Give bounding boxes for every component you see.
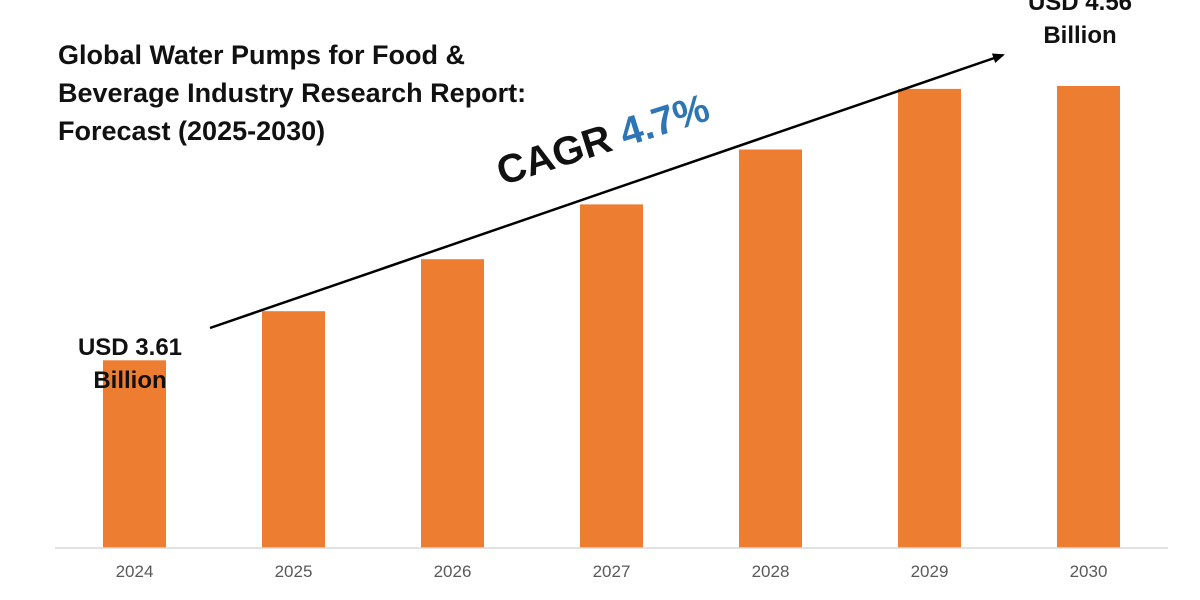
x-tick-label-2029: 2029 [911,562,949,581]
x-tick-label-2030: 2030 [1070,562,1108,581]
bar-2026 [421,259,484,548]
bars-group [103,86,1120,549]
bar-2024 [103,360,166,548]
bar-2029 [898,88,961,549]
x-tick-label-2027: 2027 [593,562,631,581]
x-tick-label-2028: 2028 [752,562,790,581]
x-tick-label-2024: 2024 [116,562,154,581]
bar-2025 [262,311,325,548]
cagr-trend-arrow [209,53,1005,330]
bar-2030 [1057,86,1120,548]
start-value-amount: USD 3.61 [77,334,183,361]
end-value-callout: USD 4.56 Billion [1010,0,1150,52]
start-value-callout: USD 3.61 Billion [60,331,200,397]
chart-title-line-3: Forecast (2025-2030) [58,116,326,146]
chart-title: Global Water Pumps for Food & Beverage I… [58,36,578,150]
start-value-unit: Billion [93,367,167,394]
x-tick-label-2025: 2025 [275,562,313,581]
x-tick-label-2026: 2026 [434,562,472,581]
x-tick-labels: 2024 2025 2026 2027 2028 2029 2030 [116,562,1108,581]
bar-2027 [580,204,643,548]
chart-title-line-1: Global Water Pumps for Food & [58,40,466,70]
chart-title-line-2: Beverage Industry Research Report: [58,78,527,108]
bar-2028 [739,149,802,548]
end-value-amount: USD 4.56 [1027,0,1133,16]
end-value-unit: Billion [1043,22,1117,49]
